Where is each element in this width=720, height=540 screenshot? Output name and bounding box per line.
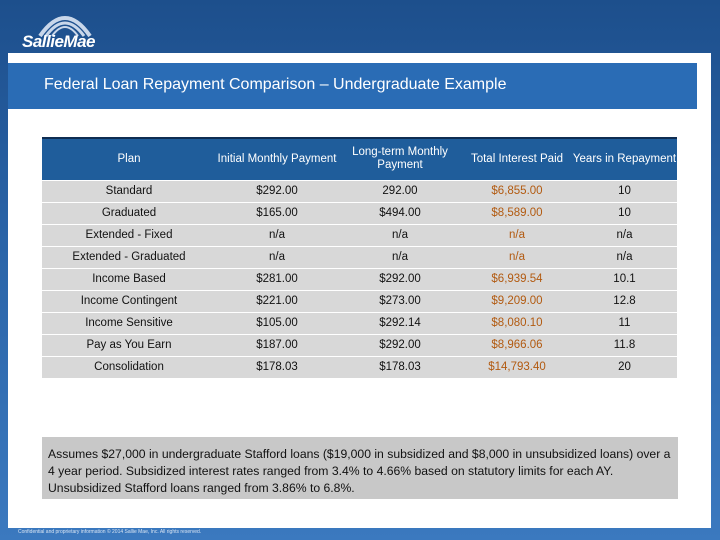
logo-text: SallieMae [22,32,96,51]
cell-initial: $292.00 [216,179,338,202]
table-row: Income Based $281.00 $292.00 $6,939.54 1… [42,267,677,290]
cell-interest: $8,966.06 [462,333,572,356]
table-row: Consolidation $178.03 $178.03 $14,793.40… [42,355,677,378]
cell-longterm: n/a [338,223,462,246]
cell-initial: $105.00 [216,311,338,334]
cell-plan: Income Sensitive [42,311,216,334]
header-years: Years in Repayment [572,137,677,180]
cell-years: n/a [572,223,677,246]
cell-interest: n/a [462,223,572,246]
cell-initial: $178.03 [216,355,338,378]
cell-interest: $14,793.40 [462,355,572,378]
page-number: 11 [690,505,700,515]
cell-initial: $221.00 [216,289,338,312]
table-header-row: Plan Initial Monthly Payment Long-term M… [42,137,677,180]
cell-interest: n/a [462,245,572,268]
header-total-interest: Total Interest Paid [462,137,572,180]
cell-plan: Graduated [42,201,216,224]
cell-plan: Income Contingent [42,289,216,312]
cell-interest: $8,080.10 [462,311,572,334]
cell-longterm: $178.03 [338,355,462,378]
footer-disclaimer: Confidential and proprietary information… [18,529,202,535]
cell-years: 10.1 [572,267,677,290]
cell-interest: $6,939.54 [462,267,572,290]
table-row: Extended - Graduated n/a n/a n/a n/a [42,245,677,268]
cell-longterm: 292.00 [338,179,462,202]
cell-initial: n/a [216,245,338,268]
title-bar: Federal Loan Repayment Comparison – Unde… [8,63,697,109]
cell-years: 11.8 [572,333,677,356]
cell-plan: Extended - Fixed [42,223,216,246]
cell-plan: Pay as You Earn [42,333,216,356]
table-row: Standard $292.00 292.00 $6,855.00 10 [42,179,677,202]
cell-years: 11 [572,311,677,334]
repayment-comparison-table: Plan Initial Monthly Payment Long-term M… [42,137,677,378]
cell-initial: $281.00 [216,267,338,290]
table-row: Income Sensitive $105.00 $292.14 $8,080.… [42,311,677,334]
table-row: Graduated $165.00 $494.00 $8,589.00 10 [42,201,677,224]
assumptions-note: Assumes $27,000 in undergraduate Staffor… [42,437,678,499]
cell-plan: Income Based [42,267,216,290]
cell-longterm: $494.00 [338,201,462,224]
cell-years: 10 [572,201,677,224]
cell-plan: Standard [42,179,216,202]
cell-plan: Consolidation [42,355,216,378]
cell-longterm: $292.00 [338,333,462,356]
table-row: Pay as You Earn $187.00 $292.00 $8,966.0… [42,333,677,356]
cell-initial: n/a [216,223,338,246]
cell-plan: Extended - Graduated [42,245,216,268]
logo-arc-icon [38,16,92,38]
cell-years: n/a [572,245,677,268]
header-plan: Plan [42,137,216,180]
cell-longterm: $292.14 [338,311,462,334]
comparison-table-container: Plan Initial Monthly Payment Long-term M… [42,137,677,378]
table-row: Extended - Fixed n/a n/a n/a n/a [42,223,677,246]
header-initial-payment: Initial Monthly Payment [216,137,338,180]
cell-longterm: n/a [338,245,462,268]
cell-years: 20 [572,355,677,378]
cell-interest: $8,589.00 [462,201,572,224]
cell-years: 12.8 [572,289,677,312]
header-longterm-payment: Long-term Monthly Payment [338,137,462,180]
cell-initial: $165.00 [216,201,338,224]
cell-years: 10 [572,179,677,202]
table-row: Income Contingent $221.00 $273.00 $9,209… [42,289,677,312]
sallie-mae-logo: SallieMae [18,8,108,51]
cell-longterm: $273.00 [338,289,462,312]
cell-interest: $9,209.00 [462,289,572,312]
page-title: Federal Loan Repayment Comparison – Unde… [44,76,507,93]
cell-interest: $6,855.00 [462,179,572,202]
cell-longterm: $292.00 [338,267,462,290]
cell-initial: $187.00 [216,333,338,356]
